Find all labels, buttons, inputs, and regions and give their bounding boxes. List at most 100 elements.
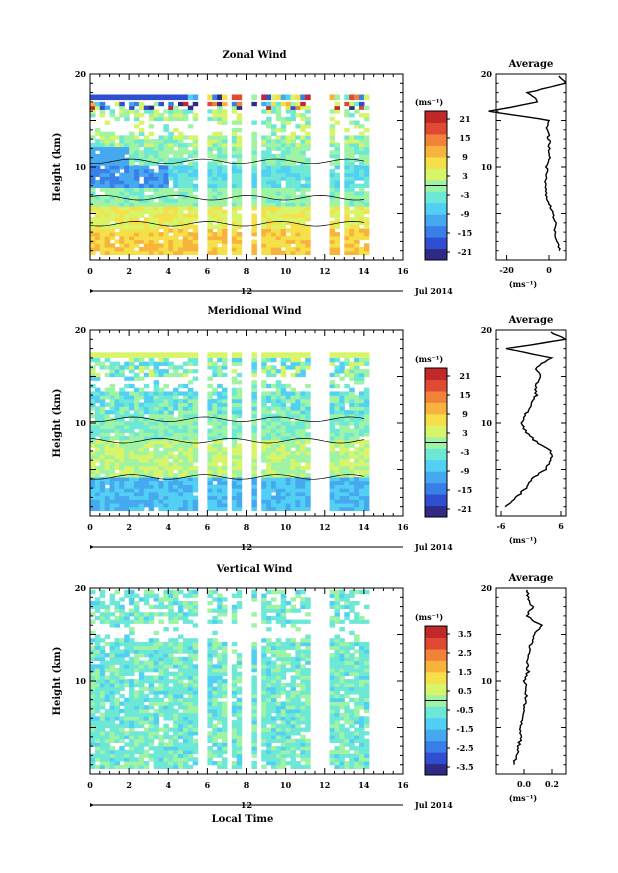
heatmap-cell (168, 421, 174, 426)
heatmap-cell (109, 243, 116, 248)
heatmap-cell (168, 436, 174, 441)
heatmap-cell (99, 697, 106, 702)
heatmap-cell (173, 424, 179, 430)
heatmap-cell (285, 484, 292, 489)
heatmap-cell (153, 180, 160, 185)
panel-title: Zonal Wind (222, 50, 286, 61)
heatmap-cell (187, 712, 194, 717)
heatmap-cell (124, 734, 130, 740)
heatmap-cell (178, 131, 184, 136)
heatmap-cell (129, 424, 135, 430)
heatmap-cell (261, 383, 267, 389)
heatmap-cell (295, 213, 301, 218)
heatmap-cell (363, 183, 370, 188)
heatmap-cell (280, 168, 287, 174)
colorbar-tick-label: 21 (459, 371, 470, 381)
heatmap-cell (158, 391, 164, 396)
heatmap-cell (158, 484, 164, 489)
x-tick-label: 16 (397, 266, 409, 276)
heatmap-cell (261, 109, 267, 114)
heatmap-cell (271, 94, 277, 101)
heatmap-cell (217, 601, 223, 606)
heatmap-cell (222, 232, 228, 237)
heatmap-cell (261, 395, 267, 400)
heatmap-cell (99, 232, 106, 237)
heatmap-cell (266, 424, 272, 430)
heatmap-cell (295, 391, 301, 396)
heatmap-cell (280, 372, 287, 378)
heatmap-cell (339, 439, 345, 444)
heatmap-cell (173, 421, 179, 426)
heatmap-cell (251, 365, 257, 370)
heatmap-cell (275, 191, 282, 196)
heatmap-cell (251, 410, 257, 415)
heatmap-cell (178, 462, 184, 467)
heatmap-cell (158, 749, 164, 755)
heatmap-cell (187, 361, 194, 366)
heatmap-cell (271, 682, 277, 688)
heatmap-cell (300, 395, 306, 400)
heatmap-cell (148, 410, 155, 415)
heatmap-cell (251, 749, 257, 755)
heatmap-cell (99, 436, 106, 441)
heatmap-cell (329, 491, 336, 497)
heatmap-cell (94, 228, 101, 233)
heatmap-cell (109, 202, 116, 207)
heatmap-cell (90, 589, 96, 595)
heatmap-cell (187, 480, 194, 485)
heatmap-cell (158, 469, 164, 474)
heatmap-cell (217, 191, 223, 196)
heatmap-cell (231, 615, 238, 621)
heatmap-cell (109, 157, 116, 162)
heatmap-cell (266, 589, 272, 595)
heatmap-cell (104, 450, 111, 456)
heatmap-cell (109, 686, 116, 691)
heatmap-cell (143, 243, 150, 248)
heatmap-cell (251, 243, 257, 248)
heatmap-cell (266, 421, 272, 426)
heatmap-cell (349, 436, 355, 441)
heatmap-cell (178, 450, 184, 456)
heatmap-cell (168, 213, 174, 218)
heatmap-cell (329, 168, 336, 174)
heatmap-cell (124, 484, 130, 489)
heatmap-cell (104, 228, 111, 233)
heatmap-cell (104, 224, 111, 229)
heatmap-cell (300, 116, 306, 122)
heatmap-cell (109, 462, 116, 467)
heatmap-cell (178, 398, 184, 404)
heatmap-cell (148, 187, 155, 192)
heatmap-cell (182, 406, 189, 411)
heatmap-cell (354, 432, 360, 437)
heatmap-cell (207, 232, 213, 237)
heatmap-cell (217, 682, 223, 688)
heatmap-cell (168, 601, 174, 606)
heatmap-cell (104, 761, 111, 766)
heatmap-cell (119, 410, 125, 415)
heatmap-cell (168, 146, 174, 151)
heatmap-cell (280, 761, 287, 766)
heatmap-cell (134, 410, 140, 415)
heatmap-cell (280, 383, 287, 389)
heatmap-cell (99, 432, 106, 437)
heatmap-cell (275, 675, 282, 680)
heatmap-cell (168, 499, 174, 504)
heatmap-cell (182, 391, 189, 396)
heatmap-cell (153, 410, 160, 415)
heatmap-cell (187, 690, 194, 695)
heatmap-cell (129, 694, 135, 699)
heatmap-cell (207, 589, 213, 595)
heatmap-cell (251, 395, 257, 400)
heatmap-cell (295, 469, 301, 474)
heatmap-cell (178, 372, 184, 378)
heatmap-cell (231, 465, 238, 471)
heatmap-cell (222, 473, 228, 478)
heatmap-cell (192, 116, 199, 122)
heatmap-cell (231, 380, 238, 385)
heatmap-cell (192, 150, 199, 155)
heatmap-cell (163, 206, 169, 211)
heatmap-cell (124, 161, 130, 166)
heatmap-cell (129, 398, 135, 404)
heatmap-cell (153, 202, 160, 207)
heatmap-cell (275, 506, 282, 511)
